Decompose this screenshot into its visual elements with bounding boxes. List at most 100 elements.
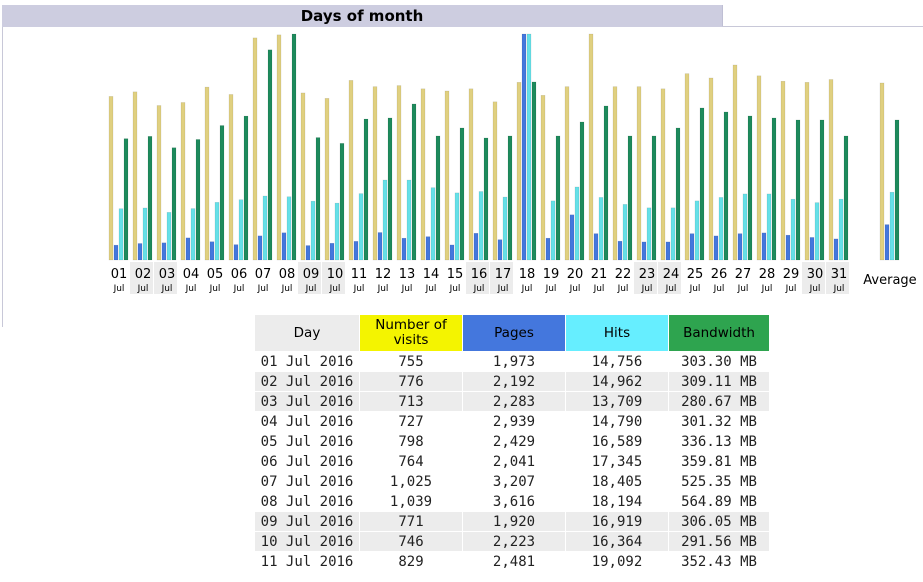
day-tick-label: 11 — [351, 267, 368, 282]
cell-pages: 1,920 — [463, 512, 565, 531]
bar-10-hits — [334, 202, 340, 261]
bar-07-bandwidth — [267, 49, 273, 261]
cell-bandwidth: 306.05 MB — [669, 512, 769, 531]
bar-05-number-of-visits — [204, 86, 210, 261]
cell-hits: 16,919 — [566, 512, 668, 531]
bar-03-bandwidth — [171, 147, 177, 261]
month-tick-label: Jul — [641, 284, 653, 294]
day-tick-label: 25 — [687, 267, 704, 282]
weekend-label-background — [826, 262, 849, 294]
bar-11-pages — [353, 241, 359, 261]
bar-02-number-of-visits — [132, 91, 138, 261]
day-tick-label: 09 — [303, 267, 320, 282]
bar-02-hits — [142, 207, 148, 261]
bar-24-bandwidth — [675, 127, 681, 261]
cell-bandwidth: 303.30 MB — [681, 353, 757, 370]
day-tick-label: 20 — [567, 267, 584, 282]
weekend-label-background — [658, 262, 681, 294]
bar-12-pages — [377, 232, 383, 261]
average-label: Average — [863, 273, 916, 288]
table-body: 01 Jul 2016 755 1,973 14,756 303.30 MB 02 Jul… — [255, 352, 769, 571]
day-tick-label: 30 — [807, 267, 824, 282]
bar-31-pages — [833, 238, 839, 261]
bar-12-bandwidth — [387, 117, 393, 261]
table-row: 03 Jul 2016 713 2,283 13,709 280.67 MB — [255, 392, 769, 411]
bar-04-hits — [190, 208, 196, 261]
month-tick-label: Jul — [281, 284, 293, 294]
bar-28-bandwidth — [771, 117, 777, 261]
cell-hits: 18,194 — [591, 493, 643, 510]
bar-13-hits — [406, 179, 412, 261]
day-tick-label: 08 — [279, 267, 296, 282]
cell-day: 02 Jul 2016 — [255, 372, 359, 391]
day-tick-label: 12 — [375, 267, 392, 282]
month-tick-label: Jul — [377, 284, 389, 294]
weekend-label-background — [466, 262, 489, 294]
table-row: 06 Jul 2016 764 2,041 17,345 359.81 MB — [255, 452, 769, 471]
bar-02-pages — [137, 243, 143, 261]
bar-03-pages — [161, 242, 167, 261]
cell-hits: 17,345 — [591, 453, 643, 470]
bar-19-number-of-visits — [540, 95, 546, 261]
bar-average-hits — [889, 191, 895, 261]
cell-visits: 829 — [398, 553, 424, 570]
column-header-pages: Pages — [463, 315, 565, 351]
weekend-label-background — [130, 262, 153, 294]
day-tick-label: 03 — [159, 267, 176, 282]
bar-02-bandwidth — [147, 136, 153, 261]
bar-08-number-of-visits — [276, 34, 282, 261]
cell-bandwidth: 301.32 MB — [681, 413, 757, 430]
bar-25-number-of-visits — [684, 73, 690, 261]
cell-visits: 764 — [398, 453, 424, 470]
bar-26-number-of-visits — [708, 77, 714, 261]
bar-16-number-of-visits — [468, 88, 474, 261]
bar-03-number-of-visits — [156, 105, 162, 261]
bar-21-bandwidth — [603, 105, 609, 261]
bar-30-bandwidth — [819, 119, 825, 261]
bar-08-pages — [281, 232, 287, 261]
bar-12-hits — [382, 179, 388, 261]
bar-16-pages — [473, 233, 479, 261]
bar-04-number-of-visits — [180, 102, 186, 261]
day-tick-label: 31 — [831, 267, 848, 282]
cell-visits: 1,025 — [389, 473, 433, 490]
month-tick-label: Jul — [257, 284, 269, 294]
month-tick-label: Jul — [713, 284, 725, 294]
day-tick-label: 19 — [543, 267, 560, 282]
bar-27-pages — [737, 233, 743, 261]
cell-hits: 14,756 — [591, 353, 643, 370]
bar-06-pages — [233, 244, 239, 261]
days-of-month-chart: 01 Jul 02 Jul 03 Jul 04 Jul 05 Jul 06 Jul 07 Jul 08 Jul… — [108, 33, 917, 294]
bar-03-hits — [166, 212, 172, 261]
month-tick-label: Jul — [833, 284, 845, 294]
table-row: 04 Jul 2016 727 2,939 14,790 301.32 MB — [255, 412, 769, 431]
frame-divider — [722, 26, 923, 27]
weekend-label-background — [802, 262, 825, 294]
day-tick-label: 01 — [111, 267, 128, 282]
bar-19-hits — [550, 200, 556, 261]
bar-15-pages — [449, 244, 455, 261]
bar-11-hits — [358, 193, 364, 261]
month-tick-label: Jul — [425, 284, 437, 294]
bar-29-hits — [790, 198, 796, 261]
month-tick-label: Jul — [473, 284, 485, 294]
day-tick-label: 17 — [495, 267, 512, 282]
cell-bandwidth: 280.67 MB — [669, 392, 769, 411]
day-tick-label: 13 — [399, 267, 416, 282]
bar-31-number-of-visits — [828, 79, 834, 261]
cell-pages: 3,616 — [492, 493, 536, 510]
cell-visits: 713 — [360, 392, 462, 411]
bar-13-pages — [401, 237, 407, 261]
bar-23-pages — [641, 241, 647, 261]
month-tick-label: Jul — [785, 284, 797, 294]
cell-hits: 13,709 — [566, 392, 668, 411]
cell-bandwidth: 564.89 MB — [681, 493, 757, 510]
bar-10-pages — [329, 243, 335, 261]
frame-divider — [2, 27, 3, 327]
bar-22-number-of-visits — [612, 86, 618, 261]
cell-pages: 2,192 — [463, 372, 565, 391]
cell-day: 06 Jul 2016 — [260, 453, 354, 470]
bar-21-hits — [598, 197, 604, 261]
month-tick-label: Jul — [569, 284, 581, 294]
day-tick-label: 22 — [615, 267, 632, 282]
